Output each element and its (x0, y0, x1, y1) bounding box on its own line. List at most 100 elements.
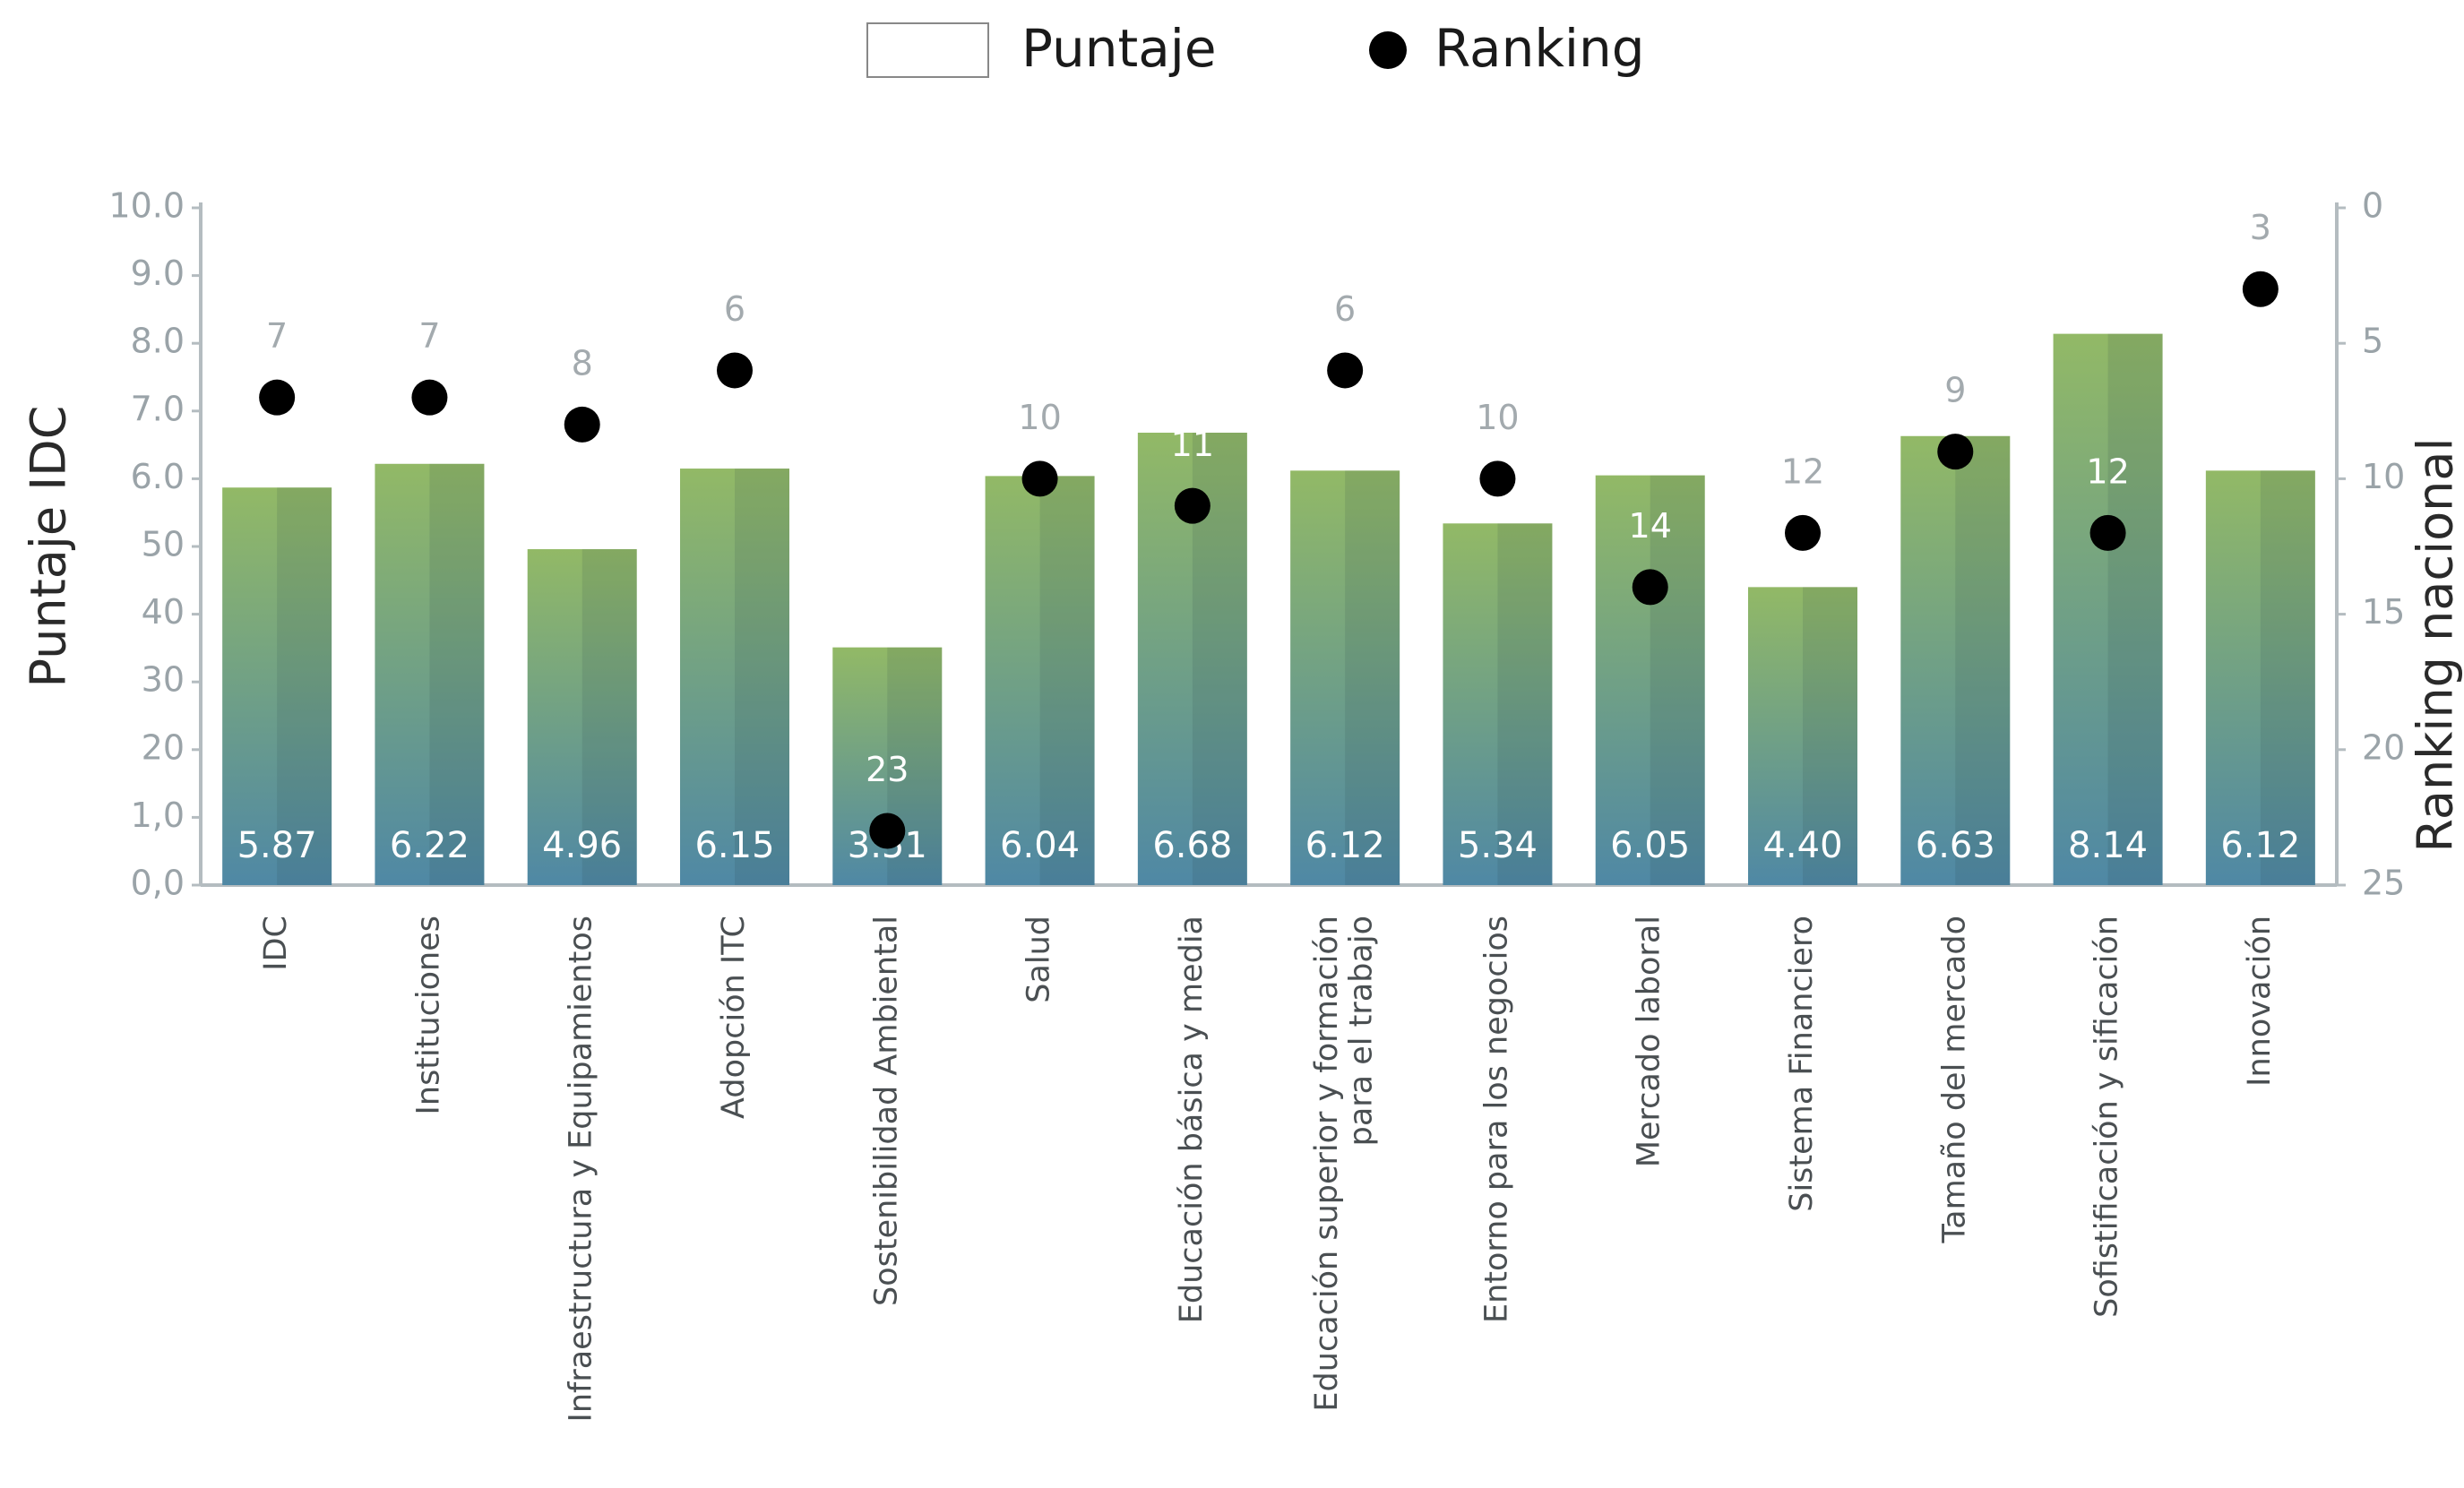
ranking-dot (1327, 352, 1364, 389)
bar-shade (735, 469, 789, 885)
y-tick-label: 50 (142, 525, 185, 564)
ranking-label: 9 (1944, 371, 1966, 410)
y-tick-label: 0,0 (131, 864, 185, 903)
ranking-dot (1632, 569, 1668, 606)
y2-tick-label: 20 (2362, 727, 2405, 767)
bar-value-label: 6.15 (694, 825, 774, 866)
ranking-label: 23 (866, 750, 909, 789)
ranking-label: 7 (266, 316, 288, 356)
ranking-dot (564, 406, 600, 443)
bar-value-label: 6.68 (1152, 825, 1232, 866)
ranking-label: 12 (1781, 452, 1824, 491)
ranking-dot (1479, 460, 1516, 497)
x-tick-label: Infraestructura y Equipamientos (564, 916, 599, 1423)
y2-axis-title: Ranking nacional (2408, 438, 2464, 853)
bar-shade (1955, 435, 2011, 885)
bar (1290, 470, 1400, 885)
legend-label: Puntaje (1021, 18, 1217, 79)
bar-value-label: 6.12 (1305, 825, 1385, 866)
ranking-label: 7 (418, 316, 440, 356)
y-tick-label: 1,0 (131, 796, 185, 835)
bar-value-label: 4.40 (1762, 825, 1842, 866)
ranking-dot (411, 379, 448, 416)
bar-value-label: 6.22 (390, 825, 470, 866)
bar (375, 463, 485, 885)
y2-tick-label: 0 (2362, 186, 2383, 226)
x-tick-label: Instituciones (410, 916, 446, 1114)
bar-shade (1039, 476, 1095, 885)
bar (1748, 587, 1857, 885)
bar (527, 549, 637, 885)
bar (2053, 333, 2163, 886)
y2-tick-label: 15 (2362, 592, 2405, 632)
ranking-dot (2089, 514, 2126, 551)
bar-shade (2260, 470, 2315, 885)
x-tick-label: Innovación (2242, 916, 2278, 1087)
bar-value-label: 4.96 (542, 825, 622, 866)
ranking-dot (1785, 514, 1821, 551)
ranking-label: 8 (572, 343, 593, 383)
ranking-dot (2242, 271, 2279, 307)
bar (1900, 435, 2011, 885)
bar-value-label: 6.04 (1000, 825, 1080, 866)
x-tick-label: Sofistificación y sificación (2089, 916, 2125, 1318)
legend-swatch (1369, 31, 1407, 69)
bar-value-label: 6.63 (1916, 825, 1995, 866)
ranking-dot (869, 813, 906, 849)
y-tick-label: 9.0 (131, 254, 185, 293)
bar-shade (277, 487, 332, 885)
bar-shade (429, 463, 485, 885)
bar-shade (1345, 470, 1400, 885)
y-tick-label: 7.0 (131, 389, 185, 428)
legend-label: Ranking (1434, 18, 1645, 79)
ranking-label: 3 (2250, 208, 2271, 247)
y-tick-label: 30 (142, 660, 185, 700)
bar (985, 476, 1095, 885)
bar-shade (1650, 475, 1705, 885)
x-tick-label: Entorno para los negocios (1478, 916, 1514, 1323)
x-tick-label: Educación superior y formación para el t… (1309, 916, 1380, 1412)
x-tick-label: Adopción ITC (716, 916, 752, 1119)
x-tick-label: Tamaño del mercado (1936, 916, 1972, 1243)
y2-tick-label: 25 (2362, 864, 2405, 903)
x-tick-label: Sostenibilidad Ambiental (868, 916, 904, 1306)
ranking-dot (1937, 434, 1974, 470)
ranking-label: 14 (1629, 506, 1672, 546)
y-tick-label: 6.0 (131, 457, 185, 496)
x-tick-label: Sistema Financiero (1784, 916, 1820, 1212)
y2-tick-label: 5 (2362, 322, 2383, 361)
bar-value-label: 6.12 (2220, 825, 2300, 866)
bar-value-label: 5.87 (237, 825, 317, 866)
x-tick-label: Salud (1021, 916, 1057, 1003)
ranking-dot (717, 352, 753, 389)
x-tick-label: IDC (258, 916, 294, 971)
ranking-dot (1021, 460, 1058, 497)
bar (1443, 523, 1553, 885)
ranking-label: 6 (724, 289, 745, 329)
y-tick-label: 10.0 (108, 186, 185, 226)
bar-shade (1803, 587, 1857, 885)
ranking-label: 11 (1171, 425, 1214, 464)
bar-shade (2107, 333, 2163, 886)
y-axis-title: Puntaje IDC (21, 406, 77, 688)
x-tick-label: Educación básica y media (1174, 916, 1210, 1323)
bar (680, 469, 789, 885)
ranking-label: 10 (1476, 398, 1519, 437)
ranking-label: 10 (1018, 398, 1061, 437)
bar (1595, 475, 1705, 885)
y2-tick-label: 10 (2362, 457, 2405, 496)
x-tick-label: Mercado laboral (1632, 916, 1667, 1167)
bar-value-label: 5.34 (1458, 825, 1538, 866)
ranking-dot (259, 379, 296, 416)
bar-shade (582, 549, 637, 885)
bar-shade (1497, 523, 1553, 885)
ranking-label: 12 (2086, 452, 2129, 491)
legend-swatch (866, 22, 989, 78)
bar (222, 487, 332, 885)
bar (2205, 470, 2315, 885)
ranking-label: 6 (1334, 289, 1356, 329)
y-tick-label: 20 (142, 727, 185, 767)
bar-value-label: 6.05 (1610, 825, 1690, 866)
